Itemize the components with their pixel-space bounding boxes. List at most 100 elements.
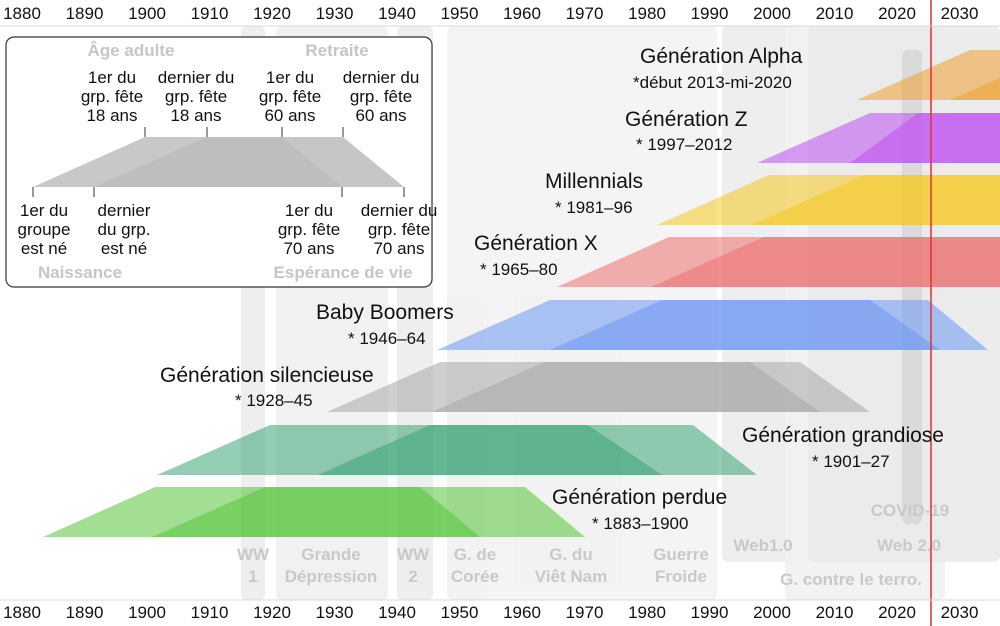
legend-top-4-line2: grp. fête [350, 87, 412, 106]
generation-shapes [43, 50, 1000, 537]
generation-boomers-inner [550, 300, 988, 350]
bottom-axis-year-label: 1880 [3, 603, 41, 622]
legend-adulthood: Âge adulte [88, 41, 175, 60]
legend-top-1-line2: grp. fête [81, 87, 143, 106]
top-axis-year-label: 2020 [878, 4, 916, 23]
generation-greatest-shape [157, 425, 757, 475]
legend-top-4-line3: 60 ans [355, 106, 406, 125]
legend-bottom-1-line2: groupe [18, 220, 71, 239]
legend-box: Âge adulte Retraite 1er du grp. fête 18 … [5, 36, 438, 288]
generation-silent-shape [327, 362, 870, 412]
legend-bottom-2-line1: dernier [98, 201, 151, 220]
event-ww2-line1: WW [397, 545, 430, 564]
legend-top-1-line1: 1er du [88, 68, 136, 87]
top-axis: 1880 1890 1900 1910 1920 1930 1940 1950 1960 1970… [3, 4, 978, 23]
event-web1: Web1.0 [733, 536, 792, 555]
bottom-axis-year-label: 1940 [378, 603, 416, 622]
event-ww1-line2: 1 [248, 567, 257, 586]
gen-greatest-name: Génération grandiose [742, 424, 944, 447]
top-axis-year-label: 1950 [441, 4, 479, 23]
legend-bottom-1-line3: est né [21, 239, 67, 258]
bottom-axis-year-label: 1930 [316, 603, 354, 622]
event-korea-line1: G. de [454, 545, 497, 564]
legend-bottom-4-line3: 70 ans [373, 239, 424, 258]
generation-z-inner [850, 113, 1000, 163]
legend-bottom-2-line3: est né [101, 239, 147, 258]
event-depression-line2: Dépression [285, 567, 378, 586]
generation-millennials-inner [751, 175, 1000, 225]
gen-boomers-years: * 1946–64 [348, 329, 426, 348]
generation-silent-inner [432, 362, 870, 412]
bottom-axis: 1880 1890 1900 1910 1920 1930 1940 1950 1960 1970… [3, 603, 978, 622]
legend-bottom-2-line2: du grp. [98, 220, 151, 239]
legend-retirement: Retraite [305, 41, 368, 60]
legend-top-4-line1: dernier du [343, 68, 420, 87]
gen-millennials-name: Millennials [545, 170, 643, 193]
gen-greatest-years: * 1901–27 [812, 452, 890, 471]
legend-top-2-line3: 18 ans [170, 106, 221, 125]
top-axis-year-label: 2000 [753, 4, 791, 23]
gen-alpha-years: *début 2013-mi-2020 [633, 73, 792, 92]
generation-lost-shape [43, 487, 585, 537]
gen-alpha-name: Génération Alpha [640, 45, 803, 68]
generation-millennials-shape [657, 175, 1000, 225]
bottom-axis-year-label: 1950 [441, 603, 479, 622]
generation-z-shape [757, 113, 1000, 163]
bottom-axis-year-label: 1990 [691, 603, 729, 622]
top-axis-year-label: 1940 [378, 4, 416, 23]
gen-silent-years: * 1928–45 [235, 391, 313, 410]
bottom-axis-year-label: 1980 [628, 603, 666, 622]
bottom-axis-year-label: 2000 [753, 603, 791, 622]
event-vietnam-line2: Viêt Nam [535, 567, 607, 586]
event-coldwar-line2: Froide [655, 567, 707, 586]
generation-greatest-inner [318, 425, 757, 475]
legend-top-1-line3: 18 ans [86, 106, 137, 125]
legend-top-3-line1: 1er du [266, 68, 314, 87]
top-axis-year-label: 1960 [503, 4, 541, 23]
bottom-axis-year-label: 1910 [191, 603, 229, 622]
event-ww2-line2: 2 [408, 567, 417, 586]
event-ww1-line1: WW [237, 545, 270, 564]
generation-labels: Génération Alpha *début 2013-mi-2020 Gén… [160, 45, 944, 533]
gen-silent-name: Génération silencieuse [160, 364, 374, 387]
legend-bottom-3-line3: 70 ans [283, 239, 334, 258]
top-axis-year-label: 2030 [941, 4, 979, 23]
bottom-axis-year-label: 1960 [503, 603, 541, 622]
generation-x-inner [651, 237, 1000, 287]
event-depression-line1: Grande [301, 545, 361, 564]
legend-bottom-4-line2: grp. fête [368, 220, 430, 239]
legend-bottom-3-line2: grp. fête [278, 220, 340, 239]
generation-alpha-adult-band [950, 78, 1000, 100]
top-axis-year-label: 1930 [316, 4, 354, 23]
gen-lost-years: * 1883–1900 [592, 514, 688, 533]
gen-z-years: * 1997–2012 [636, 135, 732, 154]
legend-birth: Naissance [38, 263, 122, 282]
top-axis-year-label: 1970 [566, 4, 604, 23]
bottom-axis-year-label: 2010 [816, 603, 854, 622]
legend-top-3-line3: 60 ans [264, 106, 315, 125]
top-axis-year-label: 1880 [3, 4, 41, 23]
legend-adult-band [94, 137, 404, 187]
event-covid: COVID-19 [871, 501, 949, 520]
bottom-axis-year-label: 1900 [128, 603, 166, 622]
event-web2: Web 2.0 [877, 536, 941, 555]
legend-top-2-line2: grp. fête [165, 87, 227, 106]
bottom-axis-year-label: 2030 [941, 603, 979, 622]
top-axis-year-label: 1990 [691, 4, 729, 23]
event-coldwar-line1: Guerre [653, 545, 709, 564]
event-vietnam-line1: G. du [549, 545, 592, 564]
legend-bottom-1-line1: 1er du [20, 201, 68, 220]
generation-x-shape [557, 237, 1000, 287]
top-axis-year-label: 1980 [628, 4, 666, 23]
top-axis-year-label: 1910 [191, 4, 229, 23]
bottom-axis-year-label: 1920 [253, 603, 291, 622]
event-labels: WW 1 Grande Dépression WW 2 G. de Corée … [237, 501, 949, 589]
generation-alpha-shape [857, 50, 1000, 100]
bottom-axis-year-label: 2020 [878, 603, 916, 622]
legend-bottom-4-line1: dernier du [361, 201, 438, 220]
legend-top-2-line1: dernier du [158, 68, 235, 87]
top-axis-year-label: 1900 [128, 4, 166, 23]
legend-top-3-line2: grp. fête [259, 87, 321, 106]
gen-x-name: Génération X [474, 232, 598, 255]
